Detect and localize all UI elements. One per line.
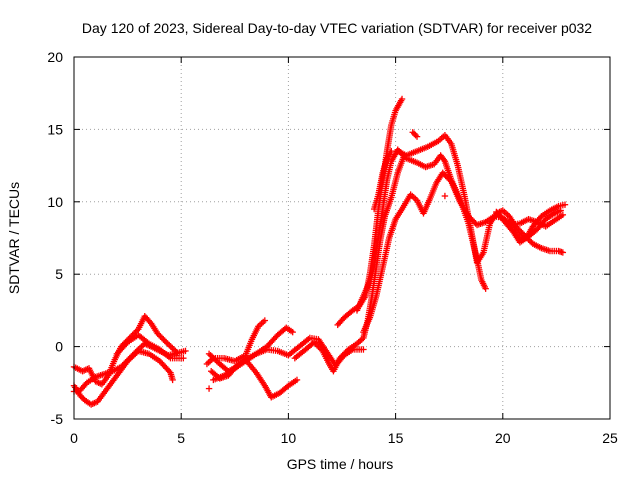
x-tick-label: 0	[70, 430, 78, 446]
data-point	[164, 340, 171, 347]
x-tick-label: 5	[177, 430, 185, 446]
data-point	[157, 333, 164, 340]
data-point	[312, 340, 319, 347]
data-point	[77, 392, 84, 400]
data-series	[70, 95, 569, 408]
series-track-1	[70, 347, 176, 408]
y-axis-label: SDTVAR / TECUs	[6, 182, 22, 294]
series-track-16	[506, 207, 564, 243]
x-tick-label: 20	[495, 430, 511, 446]
data-point	[132, 349, 139, 356]
data-point	[158, 334, 166, 342]
data-point	[129, 352, 136, 359]
y-tick-label: 20	[47, 49, 63, 65]
data-point	[126, 354, 133, 362]
data-point	[443, 173, 451, 181]
data-point	[167, 343, 174, 350]
data-point	[165, 368, 173, 375]
data-point	[469, 217, 476, 224]
data-point	[316, 344, 324, 352]
data-point	[122, 359, 129, 366]
data-point	[561, 201, 569, 208]
data-point	[340, 350, 348, 358]
y-tick-label: -5	[51, 411, 64, 427]
data-point	[133, 347, 141, 355]
data-point	[125, 356, 132, 363]
data-point	[445, 175, 452, 182]
data-point	[160, 336, 167, 343]
data-point	[173, 349, 181, 356]
grid	[74, 57, 610, 419]
data-point	[169, 344, 176, 352]
data-point	[557, 207, 564, 214]
data-point	[338, 353, 345, 360]
data-point	[166, 341, 173, 349]
y-tick-label: 15	[47, 121, 63, 137]
data-point	[482, 285, 489, 292]
data-point	[293, 376, 301, 384]
chart-title: Day 120 of 2023, Sidereal Day-to-day VTE…	[82, 20, 592, 36]
data-point	[440, 156, 448, 164]
x-tick-label: 15	[388, 430, 404, 446]
data-point	[78, 394, 86, 401]
data-point	[342, 349, 349, 356]
data-point	[205, 350, 213, 358]
data-point	[441, 192, 449, 200]
data-point	[180, 354, 187, 362]
data-point	[315, 343, 322, 350]
data-point	[446, 176, 454, 184]
data-point	[336, 354, 344, 362]
data-point	[154, 330, 161, 337]
data-point	[213, 357, 220, 365]
x-tick-label: 25	[602, 430, 618, 446]
data-point	[559, 211, 567, 219]
data-point	[526, 237, 534, 245]
series-track-14	[409, 129, 421, 140]
plot-frame	[73, 56, 611, 420]
y-tick-label: 0	[55, 339, 63, 355]
data-point	[127, 353, 135, 360]
data-point	[119, 362, 126, 369]
series-track-17	[370, 147, 395, 213]
data-point	[132, 328, 139, 336]
data-point	[440, 171, 448, 178]
data-point	[120, 360, 128, 368]
data-point	[413, 133, 421, 140]
data-point	[169, 376, 176, 384]
data-point	[409, 129, 416, 136]
data-point	[388, 147, 395, 155]
data-point	[130, 350, 138, 358]
data-point	[318, 346, 325, 353]
y-tick-label: 10	[47, 194, 63, 210]
data-point	[133, 327, 141, 334]
data-point	[339, 352, 346, 359]
y-tick-label: 5	[55, 266, 63, 282]
data-point	[310, 339, 318, 346]
data-point	[182, 347, 189, 355]
data-point	[439, 169, 446, 177]
data-point	[360, 346, 367, 353]
data-point	[155, 331, 163, 339]
data-point	[123, 357, 131, 365]
data-point	[161, 337, 168, 345]
data-point	[289, 328, 296, 336]
x-tick-label: 10	[281, 430, 297, 446]
series-track-9	[291, 152, 408, 375]
data-point	[559, 249, 567, 256]
data-point	[117, 363, 125, 371]
data-point	[442, 172, 449, 179]
x-axis-label: GPS time / hours	[287, 456, 394, 472]
data-point	[398, 95, 406, 103]
data-point	[412, 131, 419, 139]
data-point	[313, 341, 321, 349]
series-track-13	[394, 131, 567, 266]
data-point	[261, 317, 269, 324]
data-point	[410, 130, 418, 137]
axis-ticks: 0 5 10 15 20 25 -5 0 5 10 15 20	[47, 49, 618, 446]
isolated-points	[180, 192, 449, 392]
data-point	[205, 385, 213, 392]
